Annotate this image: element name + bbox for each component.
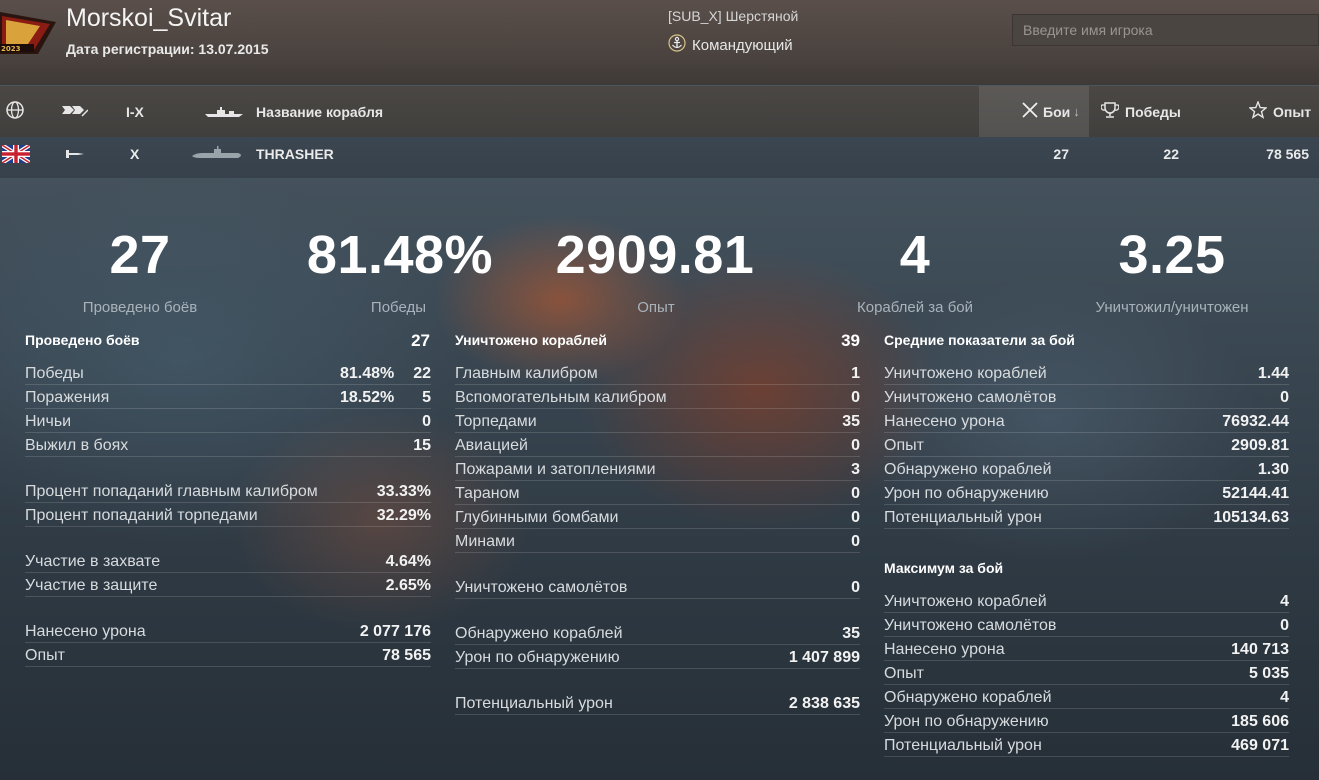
summary-battles-value: 27 xyxy=(109,225,171,285)
stat-row: Тараном 0 xyxy=(455,482,860,505)
star-icon xyxy=(1248,100,1268,122)
player-name: Morskoi_Svitar xyxy=(66,4,232,32)
player-header: 2023 Morskoi_Svitar Дата регистрации: 13… xyxy=(0,0,1319,85)
stat-row: Опыт 78 565 xyxy=(25,644,431,667)
summary-battles-label: Проведено боёв xyxy=(82,299,198,316)
stat-row: Обнаружено кораблей 35 xyxy=(455,622,860,645)
stat-row: Участие в защите 2.65% xyxy=(25,574,431,597)
summary-ships-value: 4 xyxy=(899,225,931,285)
stat-row: Главным калибром 1 xyxy=(455,362,860,385)
ship-name-column[interactable]: Название корабля xyxy=(256,103,384,120)
stat-row: Ничьи 0 xyxy=(25,410,431,433)
stat-row: Урон по обнаружению 1 407 899 xyxy=(455,646,860,669)
stat-row: Потенциальный урон 469 071 xyxy=(884,734,1289,757)
stat-row: Пожарами и затоплениями 3 xyxy=(455,458,860,481)
stat-row: Уничтожено самолётов 0 xyxy=(884,386,1289,409)
tier-filter[interactable]: I-X xyxy=(126,103,144,120)
player-search-input[interactable] xyxy=(1012,14,1319,46)
stat-row: Участие в захвате 4.64% xyxy=(25,550,431,573)
battles-section-value: 27 xyxy=(411,331,430,350)
stat-row: Опыт 5 035 xyxy=(884,662,1289,685)
rank-emblem-icon: 2023 xyxy=(0,8,56,56)
stat-row: Победы 81.48% 22 xyxy=(25,362,431,385)
ship-name: THRASHER xyxy=(256,146,334,162)
stat-row: Поражения 18.52% 5 xyxy=(25,386,431,409)
wins-column-label: Победы xyxy=(1125,103,1181,120)
ship-row[interactable]: X THRASHER 27 22 78 565 xyxy=(0,137,1319,178)
stat-row: Уничтожено кораблей 1.44 xyxy=(884,362,1289,385)
registration-date: Дата регистрации: 13.07.2015 xyxy=(66,41,269,57)
stat-row: Авиацией 0 xyxy=(455,434,860,457)
kills-section-value: 39 xyxy=(841,331,860,350)
ship-silhouette-icon xyxy=(205,86,243,137)
stat-row: Потенциальный урон 105134.63 xyxy=(884,506,1289,529)
stat-row: Уничтожено самолётов 0 xyxy=(455,576,860,599)
max-section-title: Максимум за бой xyxy=(884,560,1004,576)
ship-wins: 22 xyxy=(1163,146,1179,162)
crossed-swords-icon xyxy=(1021,101,1039,122)
clan-rank-label: Командующий xyxy=(692,36,793,54)
stat-row: Торпедами 35 xyxy=(455,410,860,433)
battles-column-label: Бои xyxy=(1043,103,1071,120)
summary-ships-label: Кораблей за бой xyxy=(856,299,974,316)
stat-row: Минами 0 xyxy=(455,530,860,553)
stat-row: Нанесено урона 140 713 xyxy=(884,638,1289,661)
submarine-silhouette-icon xyxy=(192,137,244,171)
sort-active-highlight xyxy=(979,86,1089,137)
stat-row: Уничтожено кораблей 4 xyxy=(884,590,1289,613)
ship-battles: 27 xyxy=(1053,146,1069,162)
ship-type-filter[interactable] xyxy=(62,86,89,137)
stat-row: Нанесено урона 2 077 176 xyxy=(25,620,431,643)
battles-column[interactable]: Бои ↓ xyxy=(1021,86,1080,137)
stat-row: Глубинными бомбами 0 xyxy=(455,506,860,529)
stat-row: Нанесено урона 76932.44 xyxy=(884,410,1289,433)
stat-row: Процент попаданий торпедами 32.29% xyxy=(25,504,431,527)
xp-column-label: Опыт xyxy=(1273,103,1312,120)
stat-row: Вспомогательным калибром 0 xyxy=(455,386,860,409)
summary-kd-label: Уничтожил/уничтожен xyxy=(1095,299,1249,316)
stat-row: Урон по обнаружению 52144.41 xyxy=(884,482,1289,505)
stat-row: Опыт 2909.81 xyxy=(884,434,1289,457)
sort-down-arrow-icon: ↓ xyxy=(1073,104,1080,119)
uk-flag-icon xyxy=(2,137,30,171)
ship-table-header: I-X Название корабля Бои ↓ Победы Опыт xyxy=(0,86,1319,137)
wins-column[interactable]: Победы xyxy=(1100,86,1181,137)
ship-xp: 78 565 xyxy=(1266,146,1309,162)
stat-row: Процент попаданий главным калибром 33.33% xyxy=(25,480,431,503)
ship-tier: X xyxy=(130,146,140,162)
summary-xp-value: 2909.81 xyxy=(555,225,755,285)
summary-kd-value: 3.25 xyxy=(1118,225,1226,285)
summary-xp-label: Опыт xyxy=(637,299,675,316)
anchor-icon xyxy=(668,34,686,56)
nation-filter[interactable] xyxy=(5,86,25,137)
submarine-class-icon xyxy=(66,137,84,171)
xp-column[interactable]: Опыт xyxy=(1248,86,1312,137)
summary-winrate-value: 81.48% xyxy=(306,225,494,285)
clan-name[interactable]: [SUB_X] Шерстяной xyxy=(668,8,799,24)
stat-row: Выжил в боях 15 xyxy=(25,434,431,457)
stat-row: Обнаружено кораблей 1.30 xyxy=(884,458,1289,481)
stat-row: Урон по обнаружению 185 606 xyxy=(884,710,1289,733)
avg-section-title: Средние показатели за бой xyxy=(884,332,1075,348)
kills-section-title: Уничтожено кораблей xyxy=(455,332,607,348)
stat-row: Обнаружено кораблей 4 xyxy=(884,686,1289,709)
svg-text:2023: 2023 xyxy=(1,45,21,53)
battles-section-title: Проведено боёв xyxy=(25,332,140,348)
stat-row: Уничтожено самолётов 0 xyxy=(884,614,1289,637)
stat-row: Потенциальный урон 2 838 635 xyxy=(455,692,860,715)
clan-rank: Командующий xyxy=(668,34,793,56)
globe-icon xyxy=(5,100,25,123)
ship-class-icon xyxy=(62,102,89,121)
trophy-icon xyxy=(1100,101,1120,122)
summary-winrate-label: Победы xyxy=(370,299,426,316)
